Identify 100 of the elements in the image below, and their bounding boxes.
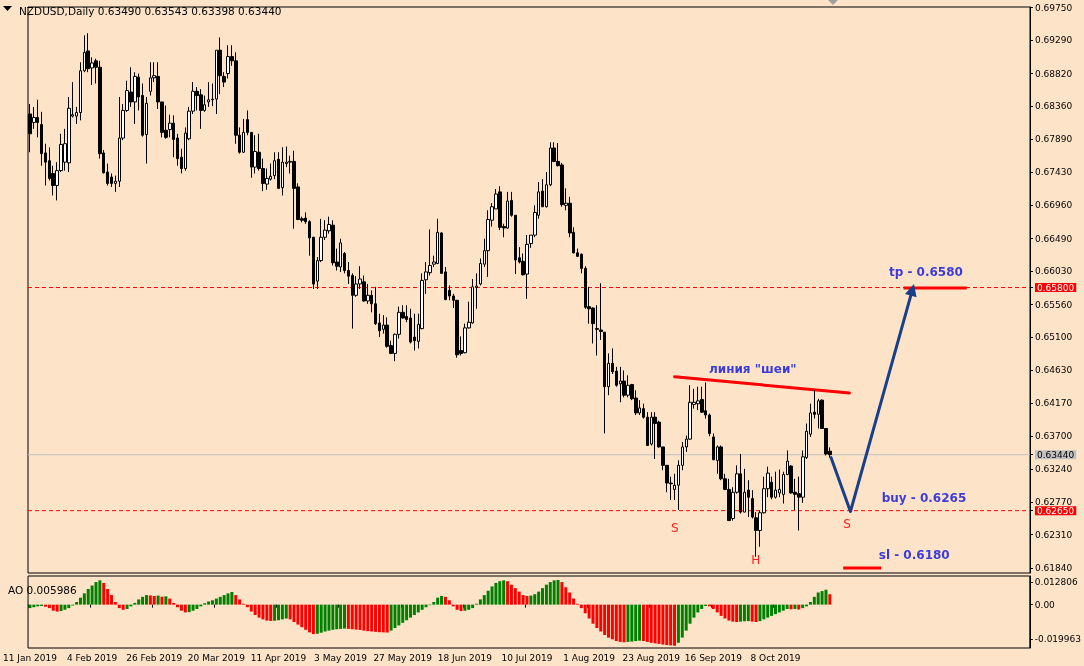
bar [156,595,160,605]
bar [653,604,657,644]
bar [207,601,211,605]
bar [746,604,750,622]
bar [385,604,389,633]
bar [284,604,288,619]
bar [762,604,766,620]
bar [94,582,98,605]
candlestick [199,88,203,130]
bar [144,595,148,605]
candlestick [653,411,657,460]
bar [478,599,482,605]
bar [137,599,141,605]
x-tick-label: 3 May 2019 [314,652,368,663]
bar [537,591,541,605]
bar [335,604,339,630]
bar [59,604,63,612]
y-tick-label: 0.69750 [1035,2,1073,13]
bar [700,604,704,609]
bar [758,604,762,622]
bar [401,604,405,623]
bar [739,604,743,622]
annotation: buy - 0.6265 [881,491,967,505]
bar [90,585,94,605]
bar [455,604,459,610]
bar [358,604,362,630]
bar [661,604,665,645]
bar [370,604,374,632]
bar [498,581,502,605]
bar [152,595,156,605]
x-tick-label: 27 May 2019 [373,652,433,663]
bar [141,596,145,605]
y-tick-label: 0.66490 [1035,233,1073,244]
bar [781,604,785,611]
candlestick [281,146,284,196]
candlestick [207,81,210,108]
bar [308,604,312,633]
bar [160,596,164,605]
candlestick [525,234,529,300]
bar [665,604,669,646]
bar [280,604,284,620]
candlestick [118,96,121,188]
y-tick-label: 0.63700 [1035,431,1073,442]
bar [288,604,292,620]
bar [649,604,653,643]
bar [525,595,529,605]
bar [579,604,583,609]
bar [86,589,90,605]
bar [669,604,673,646]
bar [521,595,525,605]
bar [327,604,331,631]
bar [715,604,719,613]
bar [793,604,797,609]
y-tick-label: 0.68820 [1035,68,1073,79]
chart-title: NZDUSD,Daily 0.63490 0.63543 0.63398 0.63440 [19,4,282,17]
bar [98,580,102,605]
x-tick-label: 20 Mar 2019 [187,652,246,663]
bar [471,604,475,609]
x-tick-label: 8 Oct 2019 [750,652,801,663]
y-tick-label: 0.64170 [1035,397,1073,408]
bar [47,604,51,609]
bar [432,602,436,605]
candlestick [413,313,416,352]
candlestick [253,134,257,174]
y-tick-label: 0.69290 [1035,35,1073,46]
bar [560,582,564,605]
bar [362,604,366,631]
bar [389,604,393,631]
bar [269,604,273,621]
bar [191,604,195,611]
bar [773,604,777,615]
bar [719,604,723,616]
x-tick-label: 18 Jun 2019 [437,652,493,663]
bar [816,592,820,605]
bar [249,604,253,612]
bar [117,604,121,609]
y-tick-label: 0.67430 [1035,167,1073,178]
y-tick-label: 0.00 [1034,599,1056,610]
bar [350,604,354,630]
bar [397,604,401,626]
y-tick-label: 0.62770 [1035,497,1073,508]
bar [164,596,168,605]
y-tick-label: 0.61840 [1035,563,1073,574]
bar [556,579,560,605]
bar [618,604,622,642]
bar [482,595,486,605]
bar [513,588,517,605]
y-tick-label: 0.63240 [1035,463,1073,474]
bar [416,604,420,613]
bar [634,604,638,642]
bar [67,604,71,609]
bar [770,604,774,616]
bar [125,604,129,609]
bar [731,604,735,622]
candlestick [149,61,152,97]
bar [276,604,280,621]
x-tick-label: 10 Jul 2019 [501,652,553,663]
bar [319,604,323,633]
bar [377,604,381,633]
bar [548,582,552,605]
